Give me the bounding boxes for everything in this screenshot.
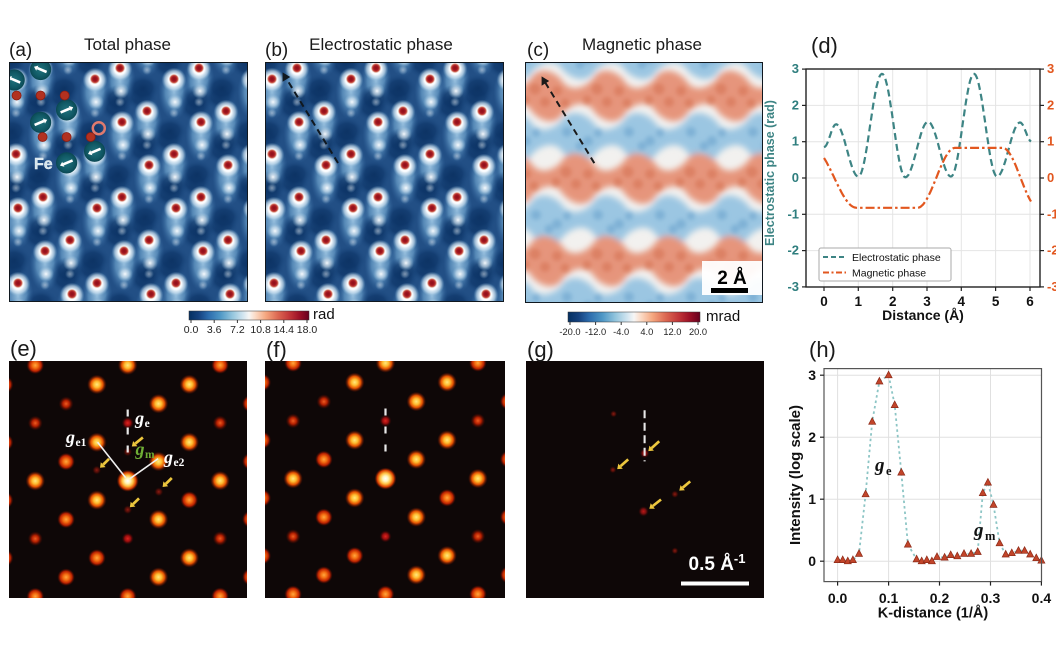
svg-text:1: 1: [855, 294, 863, 309]
svg-text:g: g: [874, 455, 885, 476]
svg-text:-1: -1: [1047, 206, 1056, 221]
svg-text:Electrostatic phase: Electrostatic phase: [309, 35, 453, 54]
svg-text:Magnetic phase: Magnetic phase: [582, 35, 702, 54]
svg-text:7.2: 7.2: [230, 324, 245, 336]
svg-text:3: 3: [808, 367, 816, 383]
svg-text:m: m: [985, 529, 996, 543]
svg-text:2: 2: [792, 97, 799, 112]
svg-text:Total phase: Total phase: [84, 35, 171, 54]
svg-text:0.2: 0.2: [930, 590, 950, 606]
svg-text:-1: -1: [787, 206, 799, 221]
svg-text:(c): (c): [527, 40, 549, 61]
svg-text:g: g: [135, 439, 145, 459]
svg-text:0.1: 0.1: [879, 590, 899, 606]
svg-text:e1: e1: [76, 437, 87, 449]
svg-text:g: g: [163, 447, 173, 467]
svg-text:Electrostatic phase (rad): Electrostatic phase (rad): [763, 100, 777, 246]
svg-text:0: 0: [808, 553, 816, 569]
svg-text:0: 0: [792, 170, 799, 185]
svg-text:6: 6: [1026, 294, 1034, 309]
svg-text:14.4: 14.4: [274, 324, 295, 336]
svg-text:1: 1: [808, 491, 816, 507]
svg-text:Electrostatic phase: Electrostatic phase: [852, 252, 941, 264]
svg-text:rad: rad: [313, 306, 335, 323]
svg-text:Magnetic phase: Magnetic phase: [852, 268, 926, 280]
svg-text:e: e: [145, 418, 150, 430]
svg-text:0: 0: [1047, 170, 1054, 185]
svg-text:0: 0: [820, 294, 828, 309]
svg-text:18.0: 18.0: [297, 324, 318, 336]
svg-text:4.0: 4.0: [640, 327, 653, 337]
svg-text:2: 2: [808, 429, 816, 445]
svg-text:2: 2: [889, 294, 897, 309]
svg-text:Fe: Fe: [34, 156, 53, 173]
svg-text:-4.0: -4.0: [613, 327, 629, 337]
svg-text:3: 3: [923, 294, 931, 309]
svg-text:2: 2: [1047, 97, 1054, 112]
svg-text:3.6: 3.6: [207, 324, 222, 336]
svg-text:12.0: 12.0: [663, 327, 681, 337]
svg-text:3: 3: [792, 61, 799, 76]
svg-text:K-distance (1/Å): K-distance (1/Å): [878, 605, 989, 622]
svg-text:-12.0: -12.0: [585, 327, 606, 337]
svg-text:0.3: 0.3: [981, 590, 1001, 606]
svg-text:(b): (b): [265, 40, 288, 61]
svg-text:2 Å: 2 Å: [717, 268, 747, 289]
svg-text:m: m: [145, 449, 155, 461]
svg-text:-3: -3: [1047, 279, 1056, 294]
svg-text:(f): (f): [266, 337, 287, 362]
svg-text:3: 3: [1047, 61, 1054, 76]
svg-text:mrad: mrad: [706, 308, 740, 325]
svg-text:g: g: [134, 408, 144, 428]
svg-text:-2: -2: [787, 243, 799, 258]
svg-text:(h): (h): [809, 337, 836, 362]
svg-text:10.8: 10.8: [250, 324, 271, 336]
svg-text:1: 1: [792, 134, 799, 149]
svg-text:g: g: [973, 520, 984, 541]
svg-text:Distance (Å): Distance (Å): [882, 307, 964, 323]
svg-text:-20.0: -20.0: [559, 327, 580, 337]
svg-text:(g): (g): [527, 337, 554, 362]
svg-text:e2: e2: [174, 457, 185, 469]
svg-text:e: e: [886, 464, 892, 478]
svg-text:Intensity (log scale): Intensity (log scale): [787, 405, 804, 545]
svg-text:4: 4: [958, 294, 966, 309]
svg-text:20.0: 20.0: [689, 327, 707, 337]
svg-text:(d): (d): [811, 33, 838, 58]
svg-text:(a): (a): [9, 40, 32, 61]
svg-text:0.0: 0.0: [828, 590, 848, 606]
svg-text:-2: -2: [1047, 243, 1056, 258]
svg-text:0.4: 0.4: [1032, 590, 1052, 606]
svg-text:1: 1: [1047, 134, 1054, 149]
svg-text:-3: -3: [787, 279, 799, 294]
svg-text:0.0: 0.0: [184, 324, 199, 336]
svg-text:g: g: [65, 427, 75, 447]
svg-text:5: 5: [992, 294, 1000, 309]
svg-text:(e): (e): [10, 336, 37, 361]
